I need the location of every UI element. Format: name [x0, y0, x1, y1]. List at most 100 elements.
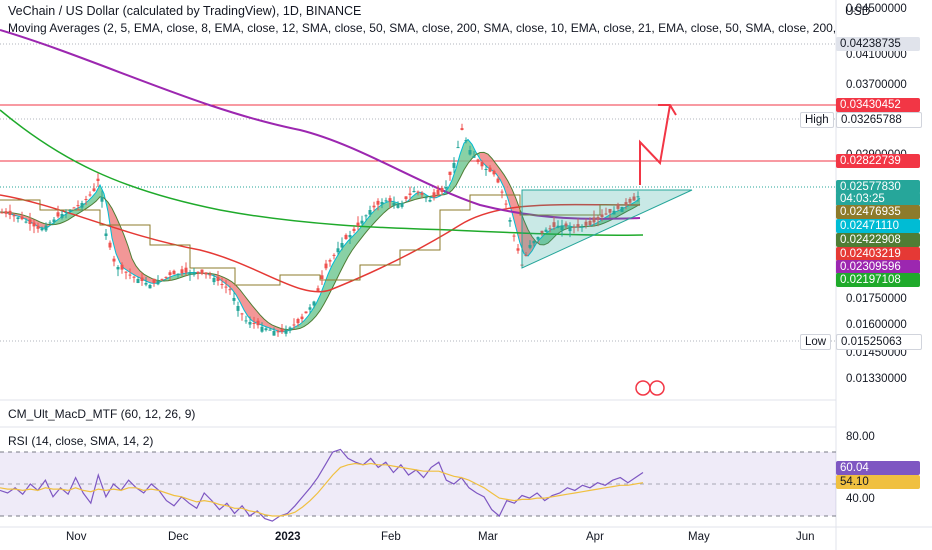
price-tag: 0.02476935 — [836, 205, 920, 219]
candle-body — [280, 329, 284, 332]
candle-body — [208, 274, 212, 276]
candle-body — [40, 228, 44, 231]
high-label: High — [800, 112, 834, 128]
candle-body — [428, 200, 432, 202]
sma-200-line — [0, 29, 641, 220]
ma-ribbon-segment — [260, 314, 264, 326]
candle-body — [176, 273, 180, 275]
candle-body — [76, 205, 80, 207]
candle-body — [544, 229, 548, 232]
candle-body — [348, 235, 352, 238]
candle-body — [172, 270, 176, 275]
ma-ribbon-segment — [512, 189, 516, 228]
candle-body — [108, 242, 112, 248]
rsi-indicator-label[interactable]: RSI (14, close, SMA, 14, 2) — [8, 434, 154, 448]
time-axis-tick: Mar — [478, 531, 498, 543]
candle-body — [320, 275, 324, 279]
macd-indicator-label[interactable]: CM_Ult_MacD_MTF (60, 12, 26, 9) — [8, 407, 196, 421]
candle-body — [448, 171, 452, 175]
candle-body — [472, 156, 476, 158]
candle-body — [152, 278, 156, 283]
time-axis-tick: Dec — [168, 531, 189, 543]
ma-ribbon-segment — [412, 193, 416, 201]
candle-body — [404, 196, 408, 199]
candle-body — [120, 264, 124, 270]
candle-body — [164, 276, 168, 278]
candle-body — [336, 248, 340, 253]
price-axis-tick: 0.01450000 — [846, 347, 907, 359]
triangle-pattern — [521, 189, 693, 269]
rsi-sma-line — [0, 462, 644, 517]
time-axis-tick: Nov — [66, 531, 87, 543]
ma-ribbon-segment — [128, 245, 132, 274]
ma-ribbon-segment — [496, 163, 500, 180]
candle-body — [444, 187, 448, 189]
candle-body — [12, 215, 16, 217]
sma-line — [0, 151, 641, 331]
candle-body — [332, 254, 336, 256]
candle-body — [288, 327, 292, 331]
candle-body — [8, 210, 12, 215]
candle-body — [268, 329, 272, 331]
candle-body — [512, 235, 516, 237]
candle-body — [408, 193, 412, 195]
price-tag: 0.02822739 — [836, 154, 920, 168]
candle-body — [228, 289, 232, 291]
candle-body — [96, 178, 100, 181]
candle-body — [236, 306, 240, 311]
ma-ribbon-segment — [268, 322, 272, 329]
candle-body — [248, 322, 252, 325]
candle-body — [52, 219, 56, 223]
price-tag: 0.01525063 — [836, 334, 922, 350]
ma-ribbon-segment — [332, 258, 336, 289]
candle-body — [100, 197, 104, 202]
candle-body — [528, 245, 532, 248]
candle-body — [344, 234, 348, 239]
candle-body — [224, 286, 228, 288]
candle-body — [376, 200, 380, 205]
ma-ribbon-segment — [312, 303, 316, 321]
candle-body — [60, 214, 64, 218]
candle-body — [204, 272, 208, 275]
candle-body — [104, 233, 108, 236]
time-axis-tick: Jun — [796, 531, 815, 543]
ma-ribbon-segment — [480, 152, 484, 164]
candle-body — [388, 198, 392, 202]
candle-body — [540, 230, 544, 233]
candle-body — [460, 128, 464, 130]
candle-body — [324, 263, 328, 269]
ma-ribbon-segment — [136, 265, 140, 278]
candle-body — [416, 191, 420, 193]
chart-title: VeChain / US Dollar (calculated by Tradi… — [8, 4, 362, 18]
candle-body — [636, 196, 640, 198]
candle-body — [200, 269, 204, 274]
candle-body — [180, 269, 184, 274]
candle-body — [436, 189, 440, 195]
candle-body — [392, 203, 396, 206]
price-axis-tick: 0.01600000 — [846, 319, 907, 331]
time-axis-tick: Apr — [586, 531, 604, 543]
candle-body — [4, 211, 8, 214]
ma-ribbon-segment — [264, 319, 268, 328]
candle-body — [556, 225, 560, 228]
candle-body — [612, 210, 616, 215]
ma-ribbon-segment — [324, 274, 328, 304]
price-tag: 0.02309596 — [836, 260, 920, 274]
candle-body — [260, 326, 264, 332]
candle-body — [340, 243, 344, 248]
price-axis-tick: 0.04500000 — [846, 3, 907, 15]
ma-ribbon-segment — [316, 295, 320, 317]
price-tag: 0.03430452 — [836, 98, 920, 112]
candle-body — [292, 324, 296, 326]
candle-body — [524, 255, 528, 256]
candle-body — [144, 283, 148, 285]
ma-ribbon-segment — [92, 192, 96, 205]
candle-body — [312, 301, 316, 306]
candle-body — [216, 277, 220, 281]
candle-body — [624, 202, 628, 205]
candle-body — [452, 163, 456, 168]
ma-ribbon-segment — [308, 310, 312, 324]
candle-body — [168, 272, 172, 275]
price-tag: 0.04238735 — [836, 37, 920, 51]
